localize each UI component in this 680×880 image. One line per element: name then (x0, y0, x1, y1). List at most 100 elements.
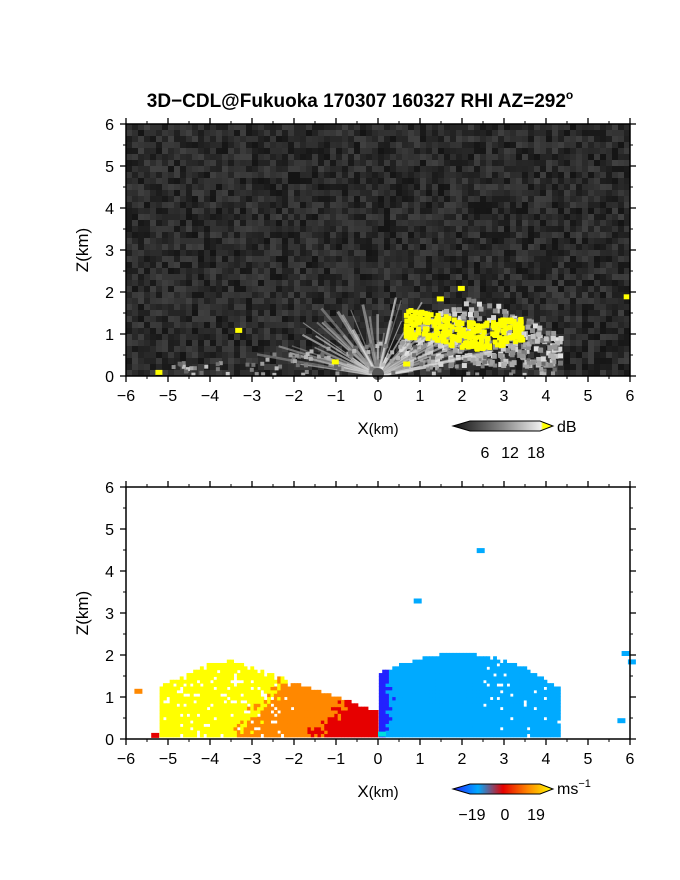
snr-colorbar-tick: 12 (501, 445, 519, 462)
snr-noise-cell (546, 208, 552, 214)
snr-noise-cell (246, 226, 252, 232)
snr-noise-cell (552, 196, 558, 202)
snr-noise-cell (282, 214, 288, 220)
snr-noise-cell (168, 190, 174, 196)
snr-noise-cell (546, 160, 552, 166)
velocity-cell (176, 710, 181, 714)
snr-noise-cell (462, 202, 468, 208)
snr-noise-cell (540, 226, 546, 232)
snr-noise-cell (426, 130, 432, 136)
snr-noise-cell (348, 322, 354, 328)
snr-noise-cell (318, 130, 324, 136)
snr-noise-cell (570, 352, 576, 358)
snr-noise-cell (168, 208, 174, 214)
snr-noise-cell (456, 364, 462, 370)
snr-noise-cell (330, 136, 336, 142)
snr-cloud-cell (461, 317, 467, 323)
snr-noise-cell (186, 286, 192, 292)
snr-noise-cell (144, 202, 150, 208)
snr-cloud-cell (511, 360, 517, 366)
snr-noise-cell (198, 136, 204, 142)
snr-noise-cell (564, 124, 570, 130)
snr-noise-cell (624, 202, 630, 208)
snr-noise-cell (606, 328, 612, 334)
snr-cloud-cell (554, 337, 560, 343)
snr-noise-cell (510, 172, 516, 178)
snr-noise-cell (564, 268, 570, 274)
snr-noise-cell (228, 310, 234, 316)
snr-noise-cell (144, 166, 150, 172)
snr-noise-cell (204, 178, 210, 184)
velocity-cell (183, 723, 187, 728)
snr-noise-cell (300, 328, 306, 334)
velocity-cell (213, 662, 218, 667)
snr-noise-cell (456, 262, 462, 268)
snr-noise-cell (516, 124, 522, 130)
snr-noise-cell (132, 316, 138, 322)
snr-noise-cell (282, 370, 288, 376)
snr-cloud-cell (453, 340, 459, 346)
snr-noise-cell (606, 352, 612, 358)
snr-strong-cell (459, 320, 465, 326)
snr-noise-cell (576, 196, 582, 202)
snr-band-cell (274, 366, 279, 371)
velocity-cell (166, 716, 171, 721)
snr-noise-cell (222, 334, 228, 340)
snr-noise-cell (342, 262, 348, 268)
snr-noise-cell (300, 232, 306, 238)
snr-noise-cell (162, 178, 168, 184)
snr-noise-cell (264, 340, 270, 346)
snr-noise-cell (192, 256, 198, 262)
velocity-cell (162, 720, 167, 724)
snr-noise-cell (282, 178, 288, 184)
snr-noise-cell (132, 130, 138, 136)
snr-noise-cell (252, 208, 258, 214)
snr-noise-cell (432, 184, 438, 190)
snr-noise-cell (450, 298, 456, 304)
snr-strong-cell (433, 329, 439, 335)
snr-noise-cell (294, 268, 300, 274)
snr-noise-cell (384, 130, 390, 136)
snr-noise-cell (222, 130, 228, 136)
velocity-cell (216, 733, 221, 738)
snr-noise-cell (126, 262, 132, 268)
snr-noise-cell (540, 208, 546, 214)
velocity-cell (226, 720, 231, 724)
velocity-cell (199, 716, 204, 721)
snr-noise-cell (204, 268, 210, 274)
snr-noise-cell (408, 184, 414, 190)
velocity-cell (210, 673, 214, 677)
snr-noise-cell (624, 310, 630, 316)
snr-noise-cell (198, 256, 204, 262)
snr-noise-cell (156, 340, 162, 346)
snr-noise-cell (330, 160, 336, 166)
snr-noise-cell (438, 172, 444, 178)
snr-noise-cell (612, 322, 618, 328)
velocity-cell (226, 716, 231, 721)
snr-noise-cell (354, 298, 360, 304)
snr-noise-cell (240, 172, 246, 178)
snr-noise-cell (498, 178, 504, 184)
velocity-cell (169, 730, 174, 735)
velocity-cell (210, 723, 214, 728)
velocity-cell (193, 679, 198, 684)
snr-noise-cell (468, 190, 474, 196)
snr-noise-cell (426, 256, 432, 262)
snr-strong-speck (403, 361, 411, 367)
snr-noise-cell (528, 292, 534, 298)
snr-noise-cell (318, 160, 324, 166)
snr-noise-cell (306, 244, 312, 250)
snr-noise-cell (516, 136, 522, 142)
snr-noise-cell (462, 238, 468, 244)
snr-band-cell (472, 361, 477, 366)
velocity-cell (223, 733, 228, 738)
snr-noise-cell (330, 232, 336, 238)
snr-noise-cell (390, 280, 396, 286)
snr-noise-cell (600, 292, 606, 298)
snr-noise-cell (558, 292, 564, 298)
snr-noise-cell (378, 286, 384, 292)
y-tick-label: 1 (105, 327, 114, 344)
snr-noise-cell (318, 166, 324, 172)
snr-noise-cell (414, 256, 420, 262)
snr-noise-cell (618, 202, 624, 208)
